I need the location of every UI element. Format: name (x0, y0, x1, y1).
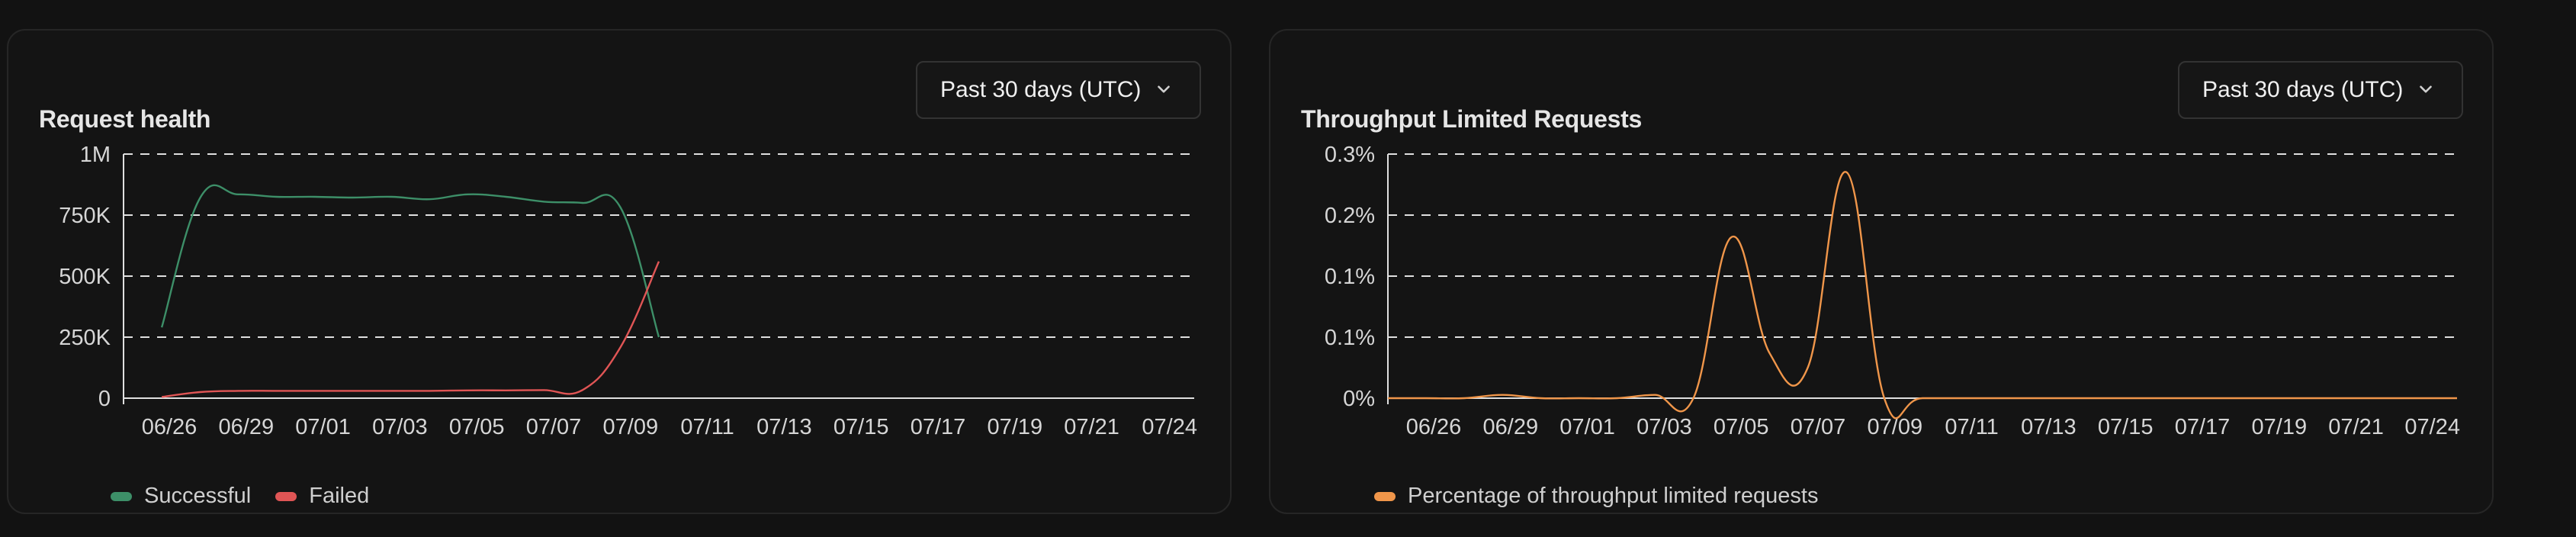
x-tick-label: 06/26 (1406, 415, 1462, 439)
x-tick-label: 07/21 (1064, 415, 1119, 439)
panel-title: Throughput Limited Requests (1301, 105, 1642, 133)
x-tick-label: 07/13 (756, 415, 812, 439)
x-tick-label: 07/03 (372, 415, 428, 439)
x-tick-label: 07/24 (1142, 415, 1197, 439)
legend-label: Percentage of throughput limited request… (1408, 484, 1819, 508)
x-tick-label: 07/13 (2021, 415, 2077, 439)
x-tick-label: 06/26 (142, 415, 198, 439)
y-tick-label: 250K (59, 326, 111, 350)
series-line-failed[interactable] (161, 261, 660, 398)
y-tick-label: 0.2% (1325, 204, 1375, 228)
x-tick-label: 07/24 (2404, 415, 2460, 439)
legend-item-successful[interactable]: Successful (111, 484, 251, 509)
x-tick-label: 07/07 (1791, 415, 1846, 439)
x-tick-label: 07/09 (603, 415, 659, 439)
legend-item-failed[interactable]: Failed (275, 484, 369, 509)
x-tick-label: 07/19 (988, 415, 1043, 439)
throughput-limited-panel: Throughput Limited Requests Past 30 days… (1269, 29, 2494, 514)
x-tick-label: 06/29 (219, 415, 275, 439)
legend-swatch (1374, 491, 1396, 501)
x-tick-label: 07/11 (680, 415, 734, 439)
y-tick-label: 0.1% (1325, 326, 1375, 350)
chart-legend: Percentage of throughput limited request… (1374, 484, 1842, 509)
time-range-select[interactable]: Past 30 days (UTC) (916, 61, 1201, 119)
y-tick-label: 750K (59, 204, 111, 228)
x-tick-label: 07/21 (2328, 415, 2384, 439)
x-tick-label: 07/05 (449, 415, 505, 439)
legend-label: Failed (309, 484, 370, 508)
x-tick-label: 07/07 (526, 415, 582, 439)
x-tick-label: 07/15 (2098, 415, 2154, 439)
request-health-panel: Request health Past 30 days (UTC) 0 250K 5… (7, 29, 1232, 514)
x-tick-label: 06/29 (1483, 415, 1539, 439)
x-tick-label: 07/03 (1636, 415, 1692, 439)
series-line-successful[interactable] (160, 184, 660, 338)
y-tick-label: 0.3% (1325, 143, 1375, 167)
y-tick-label: 1M (80, 143, 111, 167)
legend-swatch (111, 491, 132, 501)
request-health-chart: 0 250K 500K 750K 1M 06/26 06/29 07/01 07/03 07/05… (59, 143, 1197, 439)
x-tick-label: 07/01 (1559, 415, 1615, 439)
x-tick-label: 07/11 (1945, 415, 1998, 439)
chevron-down-icon (1158, 85, 1170, 93)
time-range-label: Past 30 days (UTC) (2202, 77, 2404, 102)
x-tick-label: 07/05 (1714, 415, 1769, 439)
x-tick-label: 07/17 (911, 415, 966, 439)
y-tick-label: 500K (59, 265, 111, 289)
series-line-throughput[interactable] (1388, 171, 2457, 420)
chart-legend: Successful Failed (111, 484, 393, 509)
y-tick-label: 0.1% (1325, 265, 1375, 289)
legend-label: Successful (144, 484, 252, 508)
chevron-down-icon (2420, 85, 2432, 93)
throughput-limited-chart: 0% 0.1% 0.1% 0.2% 0.3% 06/26 06/29 07/01 07/03 07… (1325, 143, 2460, 439)
x-tick-label: 07/17 (2175, 415, 2231, 439)
legend-swatch (275, 491, 297, 501)
x-tick-label: 07/15 (834, 415, 889, 439)
y-tick-label: 0% (1343, 387, 1375, 411)
time-range-select[interactable]: Past 30 days (UTC) (2178, 61, 2463, 119)
panel-title: Request health (39, 105, 211, 133)
y-tick-label: 0 (98, 387, 111, 411)
legend-item-throughput[interactable]: Percentage of throughput limited request… (1374, 484, 1818, 509)
time-range-label: Past 30 days (UTC) (940, 77, 1142, 102)
x-tick-label: 07/01 (295, 415, 351, 439)
x-tick-label: 07/19 (2252, 415, 2308, 439)
